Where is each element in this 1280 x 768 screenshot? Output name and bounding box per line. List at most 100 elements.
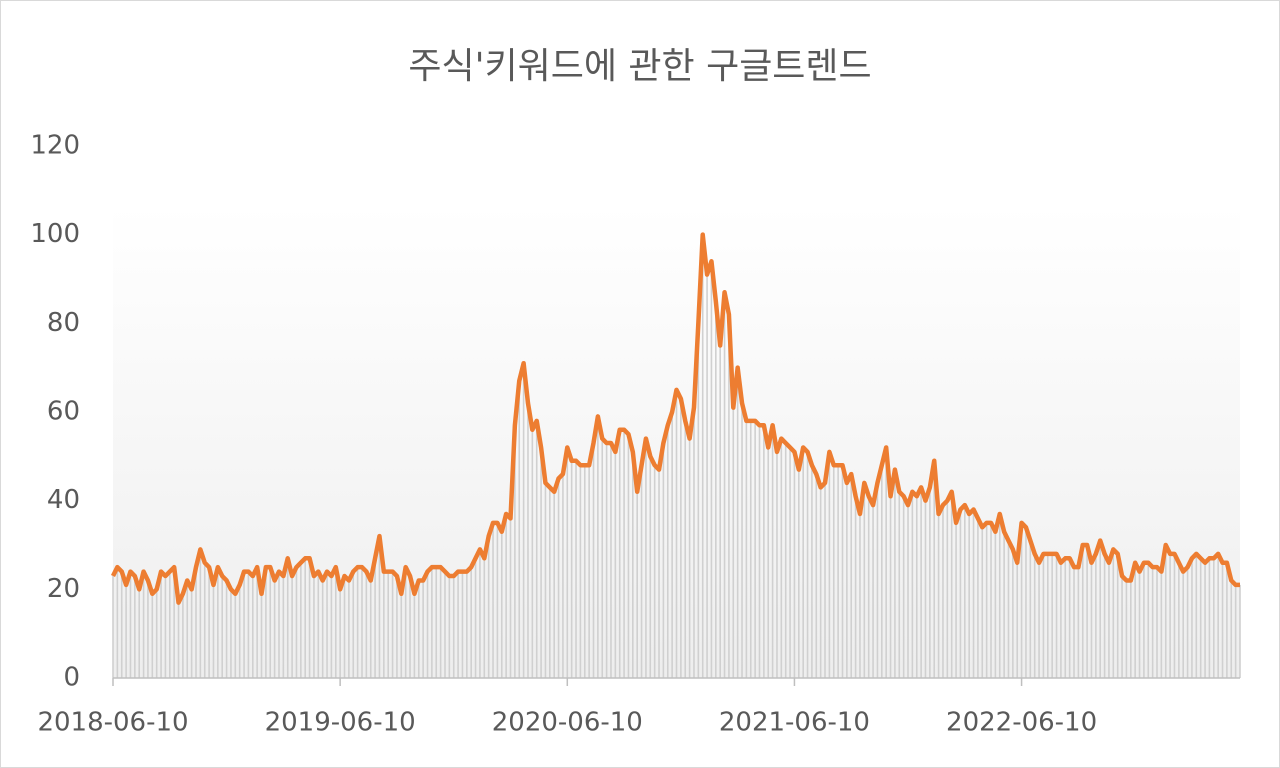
bar	[151, 593, 154, 678]
bar	[754, 420, 756, 678]
bar	[977, 518, 979, 678]
y-tick-label: 0	[63, 663, 80, 693]
bar	[601, 438, 604, 678]
bar	[1212, 558, 1215, 678]
bar	[1007, 540, 1010, 678]
bar	[1134, 562, 1136, 678]
bar	[195, 567, 197, 678]
bar	[671, 412, 673, 678]
bar	[234, 593, 237, 678]
bar	[645, 438, 647, 678]
bar	[793, 451, 796, 678]
bar	[1033, 553, 1036, 678]
bar	[1199, 558, 1202, 678]
bar	[749, 420, 752, 678]
bar	[217, 567, 219, 678]
bar	[763, 425, 765, 678]
bar	[142, 571, 145, 678]
bar	[356, 567, 359, 678]
bar	[413, 593, 416, 678]
bar	[1042, 553, 1045, 678]
bar	[304, 558, 307, 678]
bar	[841, 465, 844, 678]
bar	[776, 451, 778, 678]
bar	[806, 451, 809, 678]
bar	[251, 576, 254, 678]
bar	[937, 513, 940, 678]
bar	[675, 389, 678, 678]
bar	[466, 571, 468, 678]
bar	[553, 491, 555, 678]
bar	[1060, 562, 1062, 678]
bar	[286, 558, 289, 678]
bar	[308, 558, 311, 678]
bar	[452, 576, 455, 678]
bar	[1046, 553, 1049, 678]
bar	[269, 567, 272, 678]
bar	[225, 580, 228, 678]
bar	[894, 469, 896, 678]
bar	[557, 478, 560, 678]
bar	[583, 465, 586, 678]
bar	[212, 584, 215, 678]
bar	[1143, 562, 1145, 678]
bar	[265, 567, 267, 678]
bar	[448, 576, 451, 678]
bar	[391, 571, 394, 678]
bar	[688, 438, 691, 678]
bar	[780, 438, 783, 678]
bar	[348, 580, 350, 678]
bar	[854, 496, 857, 678]
bar	[474, 558, 477, 678]
bar	[549, 487, 551, 678]
bar	[168, 571, 171, 678]
bar	[1178, 562, 1180, 678]
bar	[461, 571, 464, 678]
bar	[1204, 562, 1206, 678]
bar	[1230, 580, 1233, 678]
bar	[116, 567, 119, 678]
bar	[260, 593, 263, 678]
bar	[1195, 553, 1198, 678]
bar	[1125, 580, 1128, 678]
bar	[889, 496, 892, 678]
bar	[588, 465, 590, 678]
bar	[247, 571, 250, 678]
bar	[365, 571, 368, 678]
bar	[1081, 545, 1084, 678]
bar	[911, 491, 914, 678]
bar	[697, 323, 700, 678]
bar	[950, 491, 953, 678]
bar	[706, 274, 708, 678]
bar	[1016, 562, 1019, 678]
bar	[1208, 558, 1211, 678]
bar	[1116, 553, 1119, 678]
bar	[964, 505, 966, 678]
bar	[846, 482, 848, 678]
bar	[1138, 571, 1141, 678]
bar	[570, 460, 573, 678]
bar	[758, 425, 761, 678]
bar	[1147, 562, 1150, 678]
bar	[164, 576, 167, 678]
bar	[282, 576, 285, 678]
bar	[514, 425, 516, 678]
bar	[968, 513, 970, 678]
bar	[439, 567, 442, 678]
bar	[998, 513, 1001, 678]
bar	[728, 314, 730, 678]
bar	[527, 403, 529, 678]
bar	[1103, 553, 1106, 678]
bar	[470, 567, 472, 678]
bar	[518, 380, 521, 678]
bar	[1221, 562, 1224, 678]
bar	[771, 425, 774, 678]
bar	[1217, 553, 1219, 678]
bar	[352, 571, 355, 678]
bar	[579, 465, 582, 678]
bar	[632, 451, 634, 678]
bar	[203, 562, 206, 678]
bar	[789, 447, 791, 678]
bar	[422, 580, 424, 678]
bar	[361, 567, 363, 678]
